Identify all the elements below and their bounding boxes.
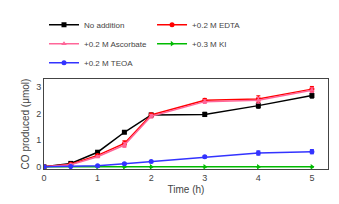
svg-text:3: 3 bbox=[36, 82, 41, 92]
svg-text:4: 4 bbox=[256, 173, 261, 183]
svg-text:+0.2 M Ascorbate: +0.2 M Ascorbate bbox=[84, 40, 147, 49]
svg-text:0: 0 bbox=[41, 173, 46, 183]
svg-text:+0.2 M TEOA: +0.2 M TEOA bbox=[84, 59, 133, 68]
svg-text:+0.3 M KI: +0.3 M KI bbox=[192, 40, 226, 49]
svg-text:+0.2 M EDTA: +0.2 M EDTA bbox=[192, 21, 240, 30]
svg-text:CO produced (μmol): CO produced (μmol) bbox=[20, 79, 31, 170]
svg-text:5: 5 bbox=[309, 173, 314, 183]
svg-text:3: 3 bbox=[202, 173, 207, 183]
svg-text:2: 2 bbox=[36, 109, 41, 119]
svg-text:1: 1 bbox=[95, 173, 100, 183]
svg-text:No addition: No addition bbox=[84, 21, 124, 30]
svg-text:0: 0 bbox=[36, 162, 41, 172]
svg-text:Time (h): Time (h) bbox=[168, 184, 205, 195]
svg-text:1: 1 bbox=[36, 135, 41, 145]
svg-text:2: 2 bbox=[149, 173, 154, 183]
